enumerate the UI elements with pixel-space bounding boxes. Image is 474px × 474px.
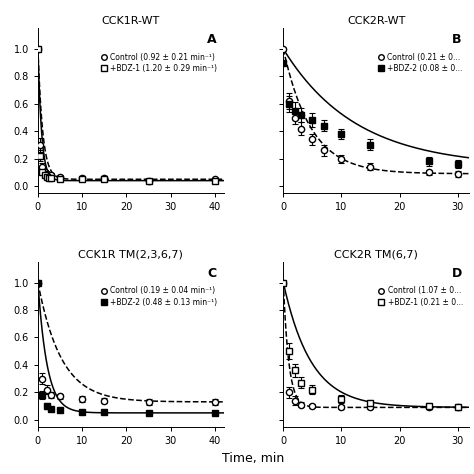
Title: CCK1R-WT: CCK1R-WT	[102, 16, 160, 26]
Title: CCK2R TM(6,7): CCK2R TM(6,7)	[334, 250, 418, 260]
Text: Time, min: Time, min	[222, 452, 285, 465]
Text: A: A	[207, 33, 217, 46]
Text: C: C	[207, 267, 217, 280]
Text: D: D	[452, 267, 462, 280]
Legend: Control (0.21 ± 0..., +BDZ-2 (0.08 ± 0...: Control (0.21 ± 0..., +BDZ-2 (0.08 ± 0..…	[377, 52, 464, 74]
Text: B: B	[452, 33, 462, 46]
Legend: Control (1.07 ± 0..., +BDZ-1 (0.21 ± 0...: Control (1.07 ± 0..., +BDZ-1 (0.21 ± 0..…	[377, 286, 464, 308]
Legend: Control (0.19 ± 0.04 min⁻¹), +BDZ-2 (0.48 ± 0.13 min⁻¹): Control (0.19 ± 0.04 min⁻¹), +BDZ-2 (0.4…	[100, 286, 218, 308]
Title: CCK2R-WT: CCK2R-WT	[347, 16, 405, 26]
Legend: Control (0.92 ± 0.21 min⁻¹), +BDZ-1 (1.20 ± 0.29 min⁻¹): Control (0.92 ± 0.21 min⁻¹), +BDZ-1 (1.2…	[100, 52, 218, 74]
Title: CCK1R TM(2,3,6,7): CCK1R TM(2,3,6,7)	[78, 250, 183, 260]
